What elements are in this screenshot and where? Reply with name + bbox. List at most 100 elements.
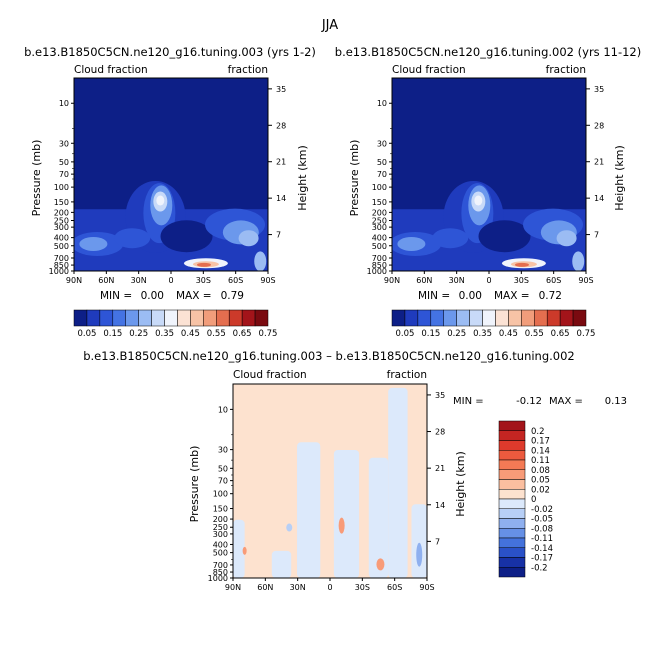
low-cloud bbox=[196, 262, 211, 267]
colorbar-swatch bbox=[86, 309, 101, 327]
y-tick-label: 30 bbox=[377, 139, 387, 148]
low-cloud bbox=[514, 262, 529, 267]
colorbar-label: 0.35 bbox=[155, 329, 174, 339]
x-tick-label: 60N bbox=[257, 583, 273, 592]
colorbar-swatch bbox=[456, 309, 470, 327]
colorbar: 0.20.170.140.110.080.050.020-0.02-0.05-0… bbox=[498, 420, 553, 578]
y-axis-label: Pressure (mb) bbox=[188, 446, 201, 523]
colorbar-swatch bbox=[482, 309, 496, 327]
x-tick-label: 60S bbox=[387, 583, 402, 592]
y-tick-label: 30 bbox=[59, 139, 69, 148]
cloud-blob bbox=[114, 228, 151, 249]
colorbar-label: 0.14 bbox=[531, 446, 550, 456]
y-right-tick-label: 28 bbox=[594, 121, 604, 130]
y-tick-label: 10 bbox=[377, 99, 387, 108]
colorbar-label: 0.17 bbox=[531, 437, 550, 447]
negative-region bbox=[368, 457, 389, 578]
colorbar-swatch bbox=[430, 309, 444, 327]
colorbar-swatch bbox=[498, 459, 526, 470]
left-field-label: Cloud fraction bbox=[392, 64, 466, 76]
y-right-tick-label: 28 bbox=[435, 428, 445, 437]
y-right-tick-label: 21 bbox=[594, 158, 604, 167]
colorbar-swatch bbox=[443, 309, 457, 327]
colorbar-label: 0.35 bbox=[473, 329, 492, 339]
contour-fill bbox=[392, 180, 586, 271]
colorbar-swatch bbox=[498, 440, 526, 451]
y-tick-label: 850 bbox=[213, 568, 228, 577]
colorbar: 0.05 0.15 0.25 0.35 0.45 0.55 0.65 0.75 bbox=[73, 309, 278, 339]
y-tick-label: 70 bbox=[59, 170, 69, 179]
x-tick-label: 0 bbox=[486, 276, 491, 285]
panel-test: b.e13.B1850C5CN.ne120_g16.tuning.002 (yr… bbox=[335, 45, 641, 339]
colorbar-label: 0.05 bbox=[77, 329, 96, 339]
y-tick-label: 30 bbox=[218, 446, 228, 455]
colorbar-swatch bbox=[498, 489, 526, 500]
colorbar-swatch bbox=[216, 309, 230, 327]
y-tick-label: 100 bbox=[372, 183, 387, 192]
y-right-tick-label: 14 bbox=[435, 501, 445, 510]
colorbar-swatch bbox=[254, 309, 269, 327]
positive-spot bbox=[376, 558, 385, 571]
negative-spot bbox=[286, 523, 293, 532]
negative-region bbox=[333, 449, 360, 578]
plot-frame bbox=[391, 77, 587, 272]
x-tick-label: 90N bbox=[384, 276, 400, 285]
colorbar-swatch bbox=[498, 537, 526, 548]
y-right-tick-label: 21 bbox=[276, 158, 286, 167]
x-tick-label: 90N bbox=[225, 583, 241, 592]
y-right-tick-label: 7 bbox=[435, 537, 440, 546]
y-right-tick-label: 21 bbox=[435, 464, 445, 473]
colorbar-swatch bbox=[203, 309, 217, 327]
colorbar-swatch bbox=[521, 309, 535, 327]
negative-spot bbox=[416, 542, 423, 567]
colorbar-swatch bbox=[572, 309, 587, 327]
y-tick-label: 1000 bbox=[49, 267, 69, 276]
colorbar-label: 0.05 bbox=[395, 329, 414, 339]
y-tick-label: 250 bbox=[54, 217, 69, 226]
x-tick-label: 90N bbox=[66, 276, 82, 285]
y-right-tick-label: 14 bbox=[594, 194, 604, 203]
colorbar-swatch bbox=[534, 309, 548, 327]
colorbar-label: -0.02 bbox=[531, 505, 553, 515]
x-tick-label: 30S bbox=[196, 276, 211, 285]
colorbar-label: 0.05 bbox=[531, 476, 550, 486]
y-tick-label: 100 bbox=[213, 490, 228, 499]
panel-title: b.e13.B1850C5CN.ne120_g16.tuning.002 (yr… bbox=[335, 45, 641, 59]
y-right-tick-label: 28 bbox=[276, 121, 286, 130]
colorbar-swatch bbox=[391, 309, 406, 327]
y-tick-label: 200 bbox=[372, 208, 387, 217]
colorbar-label: 0.75 bbox=[259, 329, 278, 339]
y-tick-label: 700 bbox=[213, 561, 228, 570]
y-tick-label: 100 bbox=[54, 183, 69, 192]
x-tick-label: 30N bbox=[290, 583, 306, 592]
y-right-tick-label: 35 bbox=[276, 85, 286, 94]
colorbar-swatch bbox=[495, 309, 509, 327]
cloud-blob bbox=[79, 236, 108, 251]
colorbar-label: -0.2 bbox=[531, 563, 548, 573]
panel-title: b.e13.B1850C5CN.ne120_g16.tuning.003 (yr… bbox=[24, 45, 316, 59]
figure-title: JJA bbox=[321, 18, 338, 33]
min-label: MIN = bbox=[453, 396, 484, 407]
y-tick-label: 70 bbox=[218, 477, 228, 486]
clear-blob bbox=[478, 220, 531, 253]
max-value: 0.72 bbox=[539, 290, 562, 302]
right-field-label: fraction bbox=[546, 64, 586, 76]
cloud-tower-core bbox=[156, 195, 165, 206]
x-tick-label: 0 bbox=[168, 276, 173, 285]
contour-fill bbox=[233, 387, 427, 578]
colorbar-swatch bbox=[125, 309, 139, 327]
colorbar-label: 0.25 bbox=[129, 329, 148, 339]
y-axis-right-label: Height (km) bbox=[613, 145, 626, 211]
y-right-tick-label: 35 bbox=[594, 85, 604, 94]
negative-region bbox=[411, 504, 427, 578]
cloud-blob bbox=[432, 228, 469, 249]
right-field-label: fraction bbox=[228, 64, 268, 76]
colorbar-swatch bbox=[546, 309, 561, 327]
colorbar-label: 0.45 bbox=[499, 329, 518, 339]
colorbar: 0.05 0.15 0.25 0.35 0.45 0.55 0.65 0.75 bbox=[391, 309, 595, 339]
cloud-blob bbox=[254, 251, 267, 271]
y-tick-label: 250 bbox=[372, 217, 387, 226]
y-axis-right-label: Height (km) bbox=[296, 145, 309, 211]
colorbar-swatch bbox=[73, 309, 88, 327]
